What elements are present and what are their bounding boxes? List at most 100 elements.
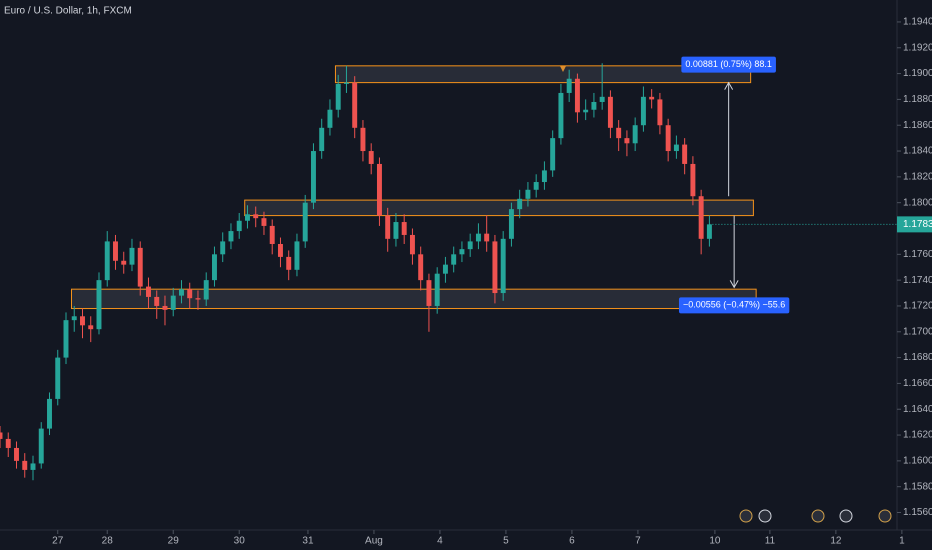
- candle-body: [665, 125, 671, 152]
- candle-body: [409, 234, 415, 255]
- candle-body: [55, 357, 61, 399]
- candle-body: [335, 83, 341, 110]
- candle-body: [591, 101, 597, 110]
- candle-body: [368, 151, 374, 164]
- chart-title: Euro / U.S. Dollar, 1h, FXCM: [4, 6, 132, 17]
- y-tick-label: 1.18000: [903, 197, 932, 208]
- y-tick-label: 1.15800: [903, 481, 932, 492]
- candle-body: [508, 209, 514, 239]
- x-tick-label: 27: [52, 536, 64, 547]
- candle-body: [113, 241, 118, 261]
- y-tick-label: 1.17600: [903, 249, 932, 260]
- candle-body: [104, 241, 110, 281]
- candle-body: [616, 127, 622, 139]
- candle-body: [376, 163, 382, 216]
- candle-body: [599, 96, 605, 102]
- candle-body: [228, 231, 234, 242]
- y-tick-label: 1.18400: [903, 146, 932, 157]
- candle-body: [236, 220, 242, 232]
- x-tick-label: 30: [234, 536, 246, 547]
- y-tick-label: 1.16800: [903, 352, 932, 363]
- candle-body: [459, 249, 465, 255]
- candle-body: [451, 254, 457, 265]
- candle-body: [211, 254, 217, 281]
- y-tick-label: 1.18200: [903, 172, 932, 183]
- candle-body: [649, 96, 655, 100]
- y-tick-label: 1.19200: [903, 42, 932, 53]
- candle-body: [220, 241, 226, 255]
- candle-body: [632, 125, 638, 144]
- y-tick-label: 1.17400: [903, 275, 932, 286]
- candle-body: [640, 96, 646, 126]
- candle-body: [607, 96, 613, 128]
- candle-body: [277, 243, 283, 257]
- x-tick-label: 1: [899, 536, 905, 547]
- candle-body: [146, 286, 151, 297]
- candle-body: [269, 225, 275, 244]
- candle-body: [352, 82, 358, 128]
- candle-body: [541, 170, 547, 183]
- candle-body: [467, 241, 473, 250]
- candle-body: [385, 215, 391, 239]
- candle-body: [558, 92, 564, 139]
- x-tick-label: 28: [102, 536, 114, 547]
- candle-body: [500, 238, 506, 294]
- x-tick-label: 4: [437, 536, 443, 547]
- candle-body: [517, 198, 523, 210]
- candle-body: [80, 316, 85, 326]
- candle-body: [690, 163, 696, 197]
- candle-body: [657, 99, 663, 126]
- x-tick-label: 5: [503, 536, 509, 547]
- event-icons: [739, 509, 892, 523]
- candle-body: [47, 398, 52, 429]
- candle-body: [310, 151, 316, 203]
- candle-body: [195, 298, 201, 300]
- candle-body: [327, 109, 333, 128]
- x-tick-label: Aug: [365, 536, 383, 547]
- candle-body: [244, 214, 250, 221]
- candle-body: [261, 218, 267, 226]
- y-tick-label: 1.18800: [903, 94, 932, 105]
- y-tick-label: 1.15600: [903, 507, 932, 518]
- x-tick-label: 11: [765, 536, 776, 547]
- candle-body: [401, 222, 407, 235]
- candle-body: [442, 264, 448, 274]
- y-tick-label: 1.16200: [903, 430, 932, 441]
- y-tick-label: 1.16000: [903, 456, 932, 467]
- candle-body: [475, 233, 481, 242]
- measure-label-box: [678, 297, 790, 314]
- x-tick-label: 31: [302, 536, 314, 547]
- candle-body: [484, 233, 490, 242]
- candle-body: [22, 460, 28, 470]
- candle-body: [0, 432, 3, 439]
- candle-body: [286, 256, 292, 270]
- candle-body: [30, 463, 36, 470]
- candle-body: [583, 109, 589, 113]
- candle-body: [566, 78, 572, 93]
- candle-body: [71, 316, 77, 321]
- candle-body: [533, 182, 539, 190]
- last-price-box: [897, 216, 932, 233]
- event-icon: [839, 509, 853, 523]
- event-icon: [878, 509, 892, 523]
- y-tick-label: 1.17000: [903, 326, 932, 337]
- x-tick-label: 29: [168, 536, 180, 547]
- x-tick-label: 6: [569, 536, 575, 547]
- candle-body: [673, 144, 679, 152]
- arrow-head: [724, 81, 734, 90]
- candle-body: [698, 196, 704, 239]
- candle-body: [418, 254, 424, 281]
- candle-body: [294, 241, 300, 270]
- x-tick-label: 10: [709, 536, 721, 547]
- candle-body: [706, 224, 712, 239]
- candle-body: [121, 260, 127, 265]
- y-tick-label: 1.19000: [903, 68, 932, 79]
- candle-body: [434, 273, 440, 306]
- candle-body: [162, 305, 168, 310]
- candle-body: [574, 78, 580, 113]
- candle-body: [426, 280, 432, 306]
- candle-body: [170, 295, 176, 310]
